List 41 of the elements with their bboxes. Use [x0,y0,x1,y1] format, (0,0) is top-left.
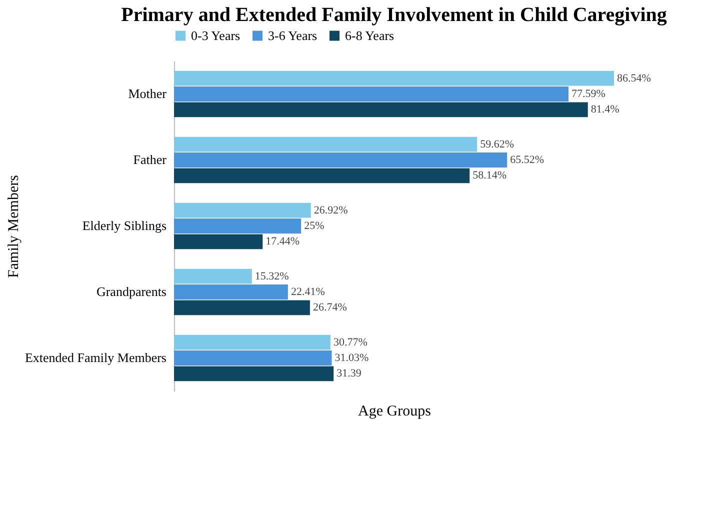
data-label: 81.4% [590,104,620,116]
data-label: 26.74% [312,302,347,314]
bar [174,366,334,382]
x-axis-title: Age Groups [358,404,432,420]
legend-label: 0-3 Years [191,28,240,43]
y-tick-label: Elderly Siblings [82,218,166,233]
y-tick-label: Father [133,152,168,167]
legend-label: 6-8 Years [345,28,394,43]
y-tick-label: Extended Family Members [24,350,166,365]
bar [174,218,302,234]
bar [174,334,330,350]
bar [174,70,614,86]
data-label: 31.39 [336,368,362,380]
bar [174,86,568,102]
data-label: 58.14% [472,170,507,182]
data-label: 15.32% [254,270,289,282]
data-label: 86.54% [617,72,651,84]
data-label: 59.62% [480,138,514,150]
chart-title: Primary and Extended Family Involvement in Child Caregiving [121,4,667,26]
bar [174,102,588,118]
data-label: 26.92% [314,204,348,216]
data-label: 65.52% [510,154,544,166]
bar [174,202,311,218]
bar [174,268,252,284]
y-tick-label: Mother [128,86,168,101]
y-axis-title: Family Members [6,174,22,278]
data-label: 25% [304,220,324,232]
data-label: 77.59% [571,88,606,100]
bar [174,284,288,300]
bar [174,234,263,250]
bar [174,136,478,152]
bar [174,350,332,366]
legend-label: 3-6 Years [268,28,318,43]
y-tick-label: Grandparents [96,284,166,299]
data-label: 22.41% [290,286,325,298]
bar [174,152,508,168]
bar [174,300,310,316]
data-label: 31.03% [334,352,369,364]
data-label: 17.44% [266,236,300,248]
bar [174,168,470,184]
data-label: 30.77% [333,336,368,348]
